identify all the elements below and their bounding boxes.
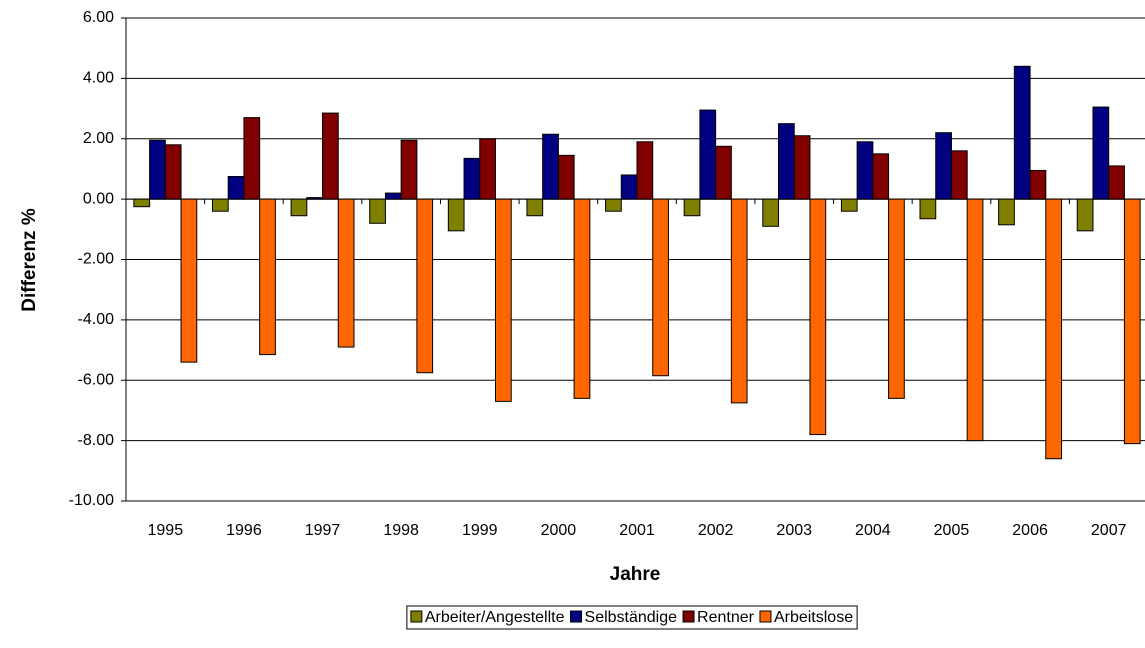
- x-axis-label: Jahre: [610, 564, 661, 585]
- bar: [369, 198, 386, 224]
- y-tick-label: -4.00: [78, 311, 115, 328]
- y-tick-label: -6.00: [78, 371, 115, 388]
- bar: [164, 144, 182, 200]
- x-tick-label: 2006: [1012, 522, 1048, 539]
- bar: [526, 198, 544, 217]
- y-tick-label: -10.00: [69, 492, 114, 509]
- bar: [1045, 198, 1063, 460]
- bar: [998, 198, 1015, 226]
- bar: [652, 198, 669, 377]
- bar: [463, 157, 481, 200]
- bar: [384, 192, 402, 200]
- y-tick-label: 2.00: [83, 130, 114, 147]
- bar: [573, 198, 591, 399]
- x-tick-label: 2000: [541, 522, 577, 539]
- bar: [966, 198, 984, 442]
- y-tick-label: -8.00: [78, 432, 115, 449]
- x-tick-label: 2003: [776, 522, 812, 539]
- x-tick-label: 1998: [383, 522, 419, 539]
- legend-label: Rentner: [697, 609, 755, 626]
- x-tick-label: 2005: [934, 522, 970, 539]
- bar: [211, 198, 229, 212]
- bar: [479, 138, 496, 200]
- legend-label: Arbeiter/Angestellte: [425, 609, 565, 626]
- x-tick-label: 2007: [1091, 522, 1127, 539]
- bar: [856, 141, 874, 200]
- bar: [605, 198, 622, 212]
- bar: [683, 198, 701, 217]
- bar: [149, 139, 166, 200]
- bar: [620, 174, 638, 200]
- bar: [337, 198, 355, 348]
- bar: [494, 198, 512, 402]
- bar: [1029, 169, 1047, 200]
- bar: [730, 198, 748, 404]
- bar: [636, 141, 654, 200]
- legend-box: [406, 605, 858, 630]
- bar: [1108, 165, 1125, 200]
- bar: [243, 117, 261, 200]
- bar: [447, 198, 465, 232]
- bar: [1013, 65, 1031, 200]
- y-tick-label: 6.00: [83, 9, 114, 26]
- bar: [1092, 106, 1110, 200]
- bar: [778, 123, 795, 200]
- bar: [416, 198, 434, 374]
- legend-swatch: [570, 610, 583, 623]
- x-tick-label: 1997: [305, 522, 341, 539]
- x-tick-label: 1999: [462, 522, 498, 539]
- x-tick-label: 2004: [855, 522, 891, 539]
- bar: [715, 145, 732, 200]
- y-tick-label: 4.00: [83, 70, 114, 87]
- legend-swatch: [759, 610, 772, 623]
- bar: [290, 198, 308, 217]
- bar: [1076, 198, 1094, 232]
- y-axis-label: Differenz %: [19, 208, 40, 312]
- x-tick-label: 1995: [148, 522, 184, 539]
- x-tick-label: 2001: [619, 522, 655, 539]
- legend-label: Selbständige: [585, 609, 678, 626]
- bar: [133, 198, 151, 208]
- bar: [793, 135, 811, 200]
- legend-swatch: [410, 610, 423, 623]
- bar: [809, 198, 827, 436]
- bar: [557, 154, 575, 200]
- bar: [872, 153, 890, 200]
- bar: [840, 198, 858, 212]
- legend-label: Arbeitslose: [774, 609, 853, 626]
- bar: [950, 150, 968, 200]
- bar: [227, 175, 245, 200]
- legend-swatch: [682, 610, 695, 623]
- bar: [180, 198, 198, 363]
- bar: [322, 112, 339, 200]
- bar: [542, 133, 559, 200]
- bar: [400, 139, 418, 200]
- x-tick-label: 1996: [226, 522, 262, 539]
- bar: [259, 198, 276, 356]
- bar: [919, 198, 937, 220]
- x-tick-label: 2002: [698, 522, 734, 539]
- bar: [699, 109, 717, 200]
- bar: [888, 198, 905, 399]
- y-tick-label: -2.00: [78, 251, 115, 268]
- bar: [306, 197, 324, 200]
- bar: [935, 132, 952, 200]
- y-tick-label: 0.00: [83, 190, 114, 207]
- bar: [1123, 198, 1141, 445]
- bar: [762, 198, 780, 227]
